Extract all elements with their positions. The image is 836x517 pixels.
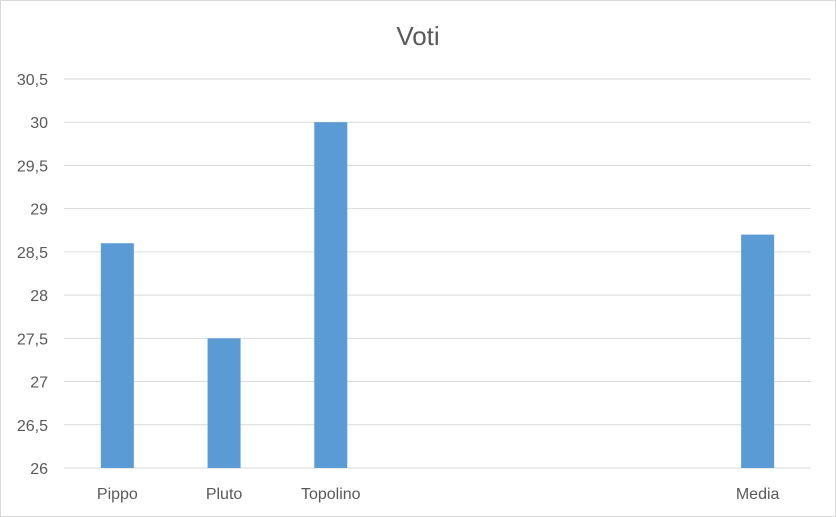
y-tick-label: 30 [30, 115, 48, 132]
y-tick-label: 26,5 [17, 418, 48, 435]
x-tick-label: Topolino [301, 486, 361, 503]
y-tick-label: 27 [30, 375, 48, 392]
x-tick-label: Media [736, 486, 780, 503]
y-tick-label: 29,5 [17, 158, 48, 175]
x-axis-ticks: Pippo Pluto Topolino Media [97, 486, 780, 503]
x-tick-label: Pluto [206, 486, 243, 503]
bar-topolino [314, 122, 348, 468]
bar-media [741, 234, 775, 468]
chart-title: Voti [396, 21, 440, 51]
x-tick-label: Pippo [97, 486, 138, 503]
y-tick-label: 28 [30, 288, 48, 305]
y-tick-label: 27,5 [17, 331, 48, 348]
y-tick-label: 26 [30, 461, 48, 478]
gridlines [64, 78, 811, 469]
bars [100, 122, 775, 468]
y-axis-ticks: 26 26,5 27 27,5 28 28,5 29 29,5 30 30,5 [17, 72, 48, 478]
y-tick-label: 28,5 [17, 245, 48, 262]
bar-pippo [100, 243, 134, 468]
y-tick-label: 30,5 [17, 72, 48, 89]
bar-pluto [207, 338, 241, 468]
y-tick-label: 29 [30, 202, 48, 219]
